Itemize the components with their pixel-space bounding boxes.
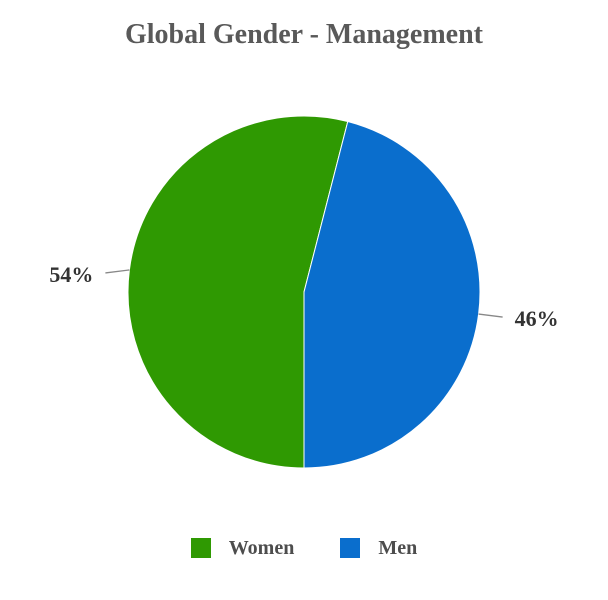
legend-label-women: Women (228, 537, 295, 559)
legend-item-women[interactable]: Women (190, 536, 295, 560)
legend-swatch-men (340, 538, 361, 558)
legend-item-men[interactable]: Men (340, 536, 417, 560)
legend-label-men: Men (378, 537, 418, 559)
label-connector-women (105, 269, 130, 274)
slice-label-women: 54% (49, 262, 93, 287)
legend-swatch-women (190, 538, 211, 558)
chart-title: Global Gender - Management (124, 19, 483, 50)
label-connector-men (478, 313, 503, 318)
legend: Women Men (0, 536, 608, 560)
slice-label-men: 46% (515, 306, 559, 331)
pie-slice-women[interactable] (127, 115, 349, 469)
pie-slice-men[interactable] (303, 120, 481, 469)
